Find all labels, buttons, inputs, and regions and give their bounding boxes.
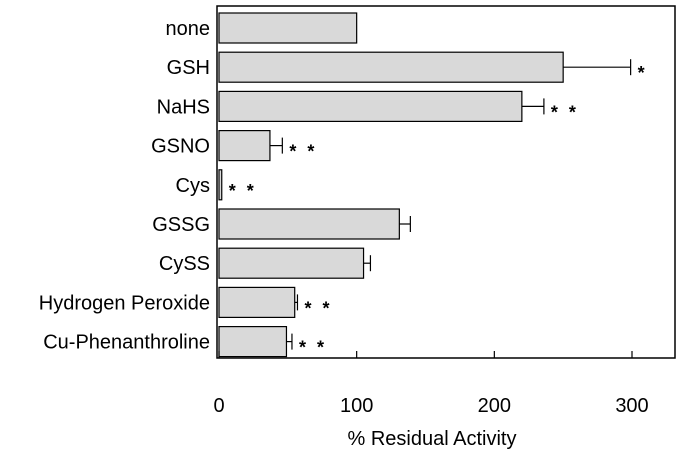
- x-tick-label-3: 300: [615, 395, 648, 417]
- x-tick-label-2: 200: [478, 395, 511, 417]
- bar-4: [218, 169, 223, 201]
- category-label-1: GSH: [167, 57, 210, 79]
- bar-3: [218, 130, 271, 162]
- significance-label-3: * *: [289, 142, 317, 162]
- significance-label-4: * *: [229, 181, 257, 201]
- significance-label-2: * *: [551, 102, 579, 122]
- bar-2: [218, 90, 523, 123]
- x-tick-label-1: 100: [340, 395, 373, 417]
- plot-frame: [216, 5, 676, 359]
- category-label-6: CySS: [159, 253, 210, 275]
- bar-8: [218, 326, 288, 358]
- x-axis-label: % Residual Activity: [348, 428, 517, 450]
- x-tick-label-0: 0: [213, 395, 224, 417]
- category-label-3: GSNO: [151, 136, 210, 158]
- category-label-4: Cys: [176, 175, 210, 197]
- bar-5: [218, 208, 400, 240]
- x-axis-ticks: 0 100 200 300: [213, 351, 649, 417]
- significance-label-7: * *: [304, 298, 332, 318]
- category-label-5: GSSG: [152, 214, 210, 236]
- category-label-8: Cu-Phenanthroline: [43, 332, 210, 354]
- bars-layer: * * * * * * * * * * *: [218, 12, 648, 358]
- category-label-7: Hydrogen Peroxide: [39, 292, 210, 314]
- significance-label-1: *: [638, 63, 648, 83]
- category-labels: none GSH NaHS GSNO Cys GSSG CySS Hydrogen Perox…: [39, 18, 210, 354]
- bar-6: [218, 247, 365, 279]
- significance-label-8: * *: [299, 338, 327, 358]
- bar-7: [218, 286, 296, 318]
- category-label-2: NaHS: [157, 96, 210, 118]
- category-label-0: none: [166, 18, 211, 40]
- bar-1: [218, 51, 564, 83]
- bar-0: [218, 12, 358, 44]
